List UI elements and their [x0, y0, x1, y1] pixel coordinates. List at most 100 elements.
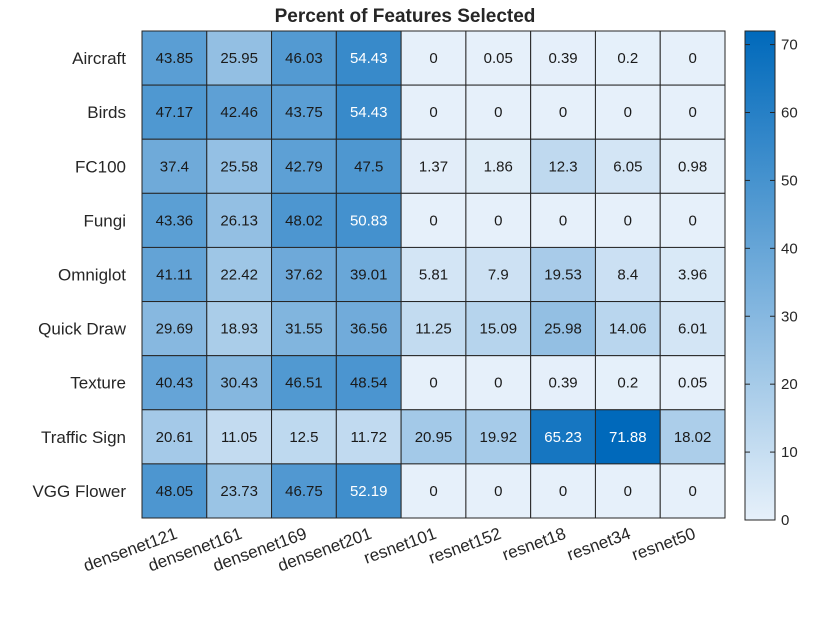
colorbar-tick-label: 20 — [781, 376, 798, 393]
heatmap-cell — [335, 409, 402, 465]
heatmap-cells: 43.85 25.95 46.03 54.43 0 0.05 0.39 0.2 0 47.17 42… — [141, 30, 726, 519]
heatmap-cell — [141, 138, 208, 194]
cell-value-label: 5.81 — [419, 267, 448, 284]
heatmap-cell — [271, 138, 337, 194]
heatmap-cell — [335, 192, 402, 248]
cell-value-label: 0 — [688, 212, 696, 229]
cell-value-label: 37.4 — [160, 158, 189, 175]
heatmap-cell — [465, 301, 532, 357]
cell-value-label: 1.86 — [484, 158, 513, 175]
cell-value-label: 30.43 — [220, 375, 258, 392]
cell-value-label: 0.2 — [617, 375, 638, 392]
cell-value-label: 0 — [494, 375, 502, 392]
heatmap-cell — [141, 246, 208, 303]
cell-value-label: 0.98 — [678, 158, 707, 175]
heatmap-cell — [335, 463, 402, 519]
heatmap-cell — [465, 246, 532, 303]
row-label: FC100 — [75, 157, 126, 176]
row-label: Quick Draw — [38, 320, 127, 339]
cell-value-label: 48.02 — [285, 212, 323, 229]
heatmap-cell — [465, 463, 532, 519]
colorbar-tick-label: 40 — [781, 240, 798, 257]
cell-value-label: 0.39 — [548, 50, 577, 67]
cell-value-label: 0 — [494, 212, 502, 229]
heatmap-cell — [271, 246, 337, 303]
cell-value-label: 0 — [688, 50, 696, 67]
heatmap-cell — [530, 355, 596, 411]
heatmap-cell — [400, 138, 467, 194]
cell-value-label: 0 — [624, 104, 632, 121]
cell-value-label: 25.95 — [220, 50, 258, 67]
cell-value-label: 0 — [429, 483, 437, 500]
cell-value-label: 52.19 — [350, 483, 388, 500]
cell-value-label: 31.55 — [285, 321, 323, 338]
colorbar: 0 10 20 30 40 50 60 70 — [744, 30, 798, 529]
cell-value-label: 46.51 — [285, 375, 323, 392]
heatmap-cell — [659, 409, 726, 465]
cell-value-label: 26.13 — [220, 212, 258, 229]
colorbar-tick-label: 50 — [781, 172, 798, 189]
cell-value-label: 41.11 — [156, 267, 192, 284]
cell-value-label: 18.93 — [220, 321, 258, 338]
cell-value-label: 6.01 — [678, 321, 707, 338]
heatmap-cell — [271, 301, 337, 357]
cell-value-label: 29.69 — [156, 321, 194, 338]
column-label: resnet50 — [629, 524, 698, 564]
cell-value-label: 23.73 — [220, 483, 258, 500]
heatmap-cell — [141, 84, 208, 140]
column-label: resnet152 — [426, 524, 504, 568]
heatmap-cell — [271, 463, 337, 519]
cell-value-label: 42.46 — [220, 104, 258, 121]
heatmap-cell — [659, 138, 726, 194]
heatmap-cell — [659, 246, 726, 303]
cell-value-label: 12.3 — [548, 158, 577, 175]
cell-value-label: 0.05 — [678, 375, 707, 392]
cell-value-label: 12.5 — [289, 429, 318, 446]
cell-value-label: 46.75 — [285, 483, 323, 500]
row-label: Fungi — [83, 211, 126, 230]
cell-value-label: 25.58 — [220, 158, 258, 175]
cell-value-label: 22.42 — [220, 267, 258, 284]
cell-value-label: 0 — [429, 50, 437, 67]
row-label: Traffic Sign — [41, 428, 126, 447]
row-labels: Aircraft Birds FC100 Fungi Omniglot Quick Dra… — [32, 49, 126, 501]
heatmap-cell — [594, 84, 661, 140]
cell-value-label: 46.03 — [285, 50, 323, 67]
heatmap-cell — [271, 84, 337, 140]
cell-value-label: 19.92 — [480, 429, 518, 446]
heatmap-cell — [594, 301, 661, 357]
column-labels: densenet121densenet161densenet169densene… — [81, 524, 698, 575]
heatmap-cell — [141, 192, 208, 248]
cell-value-label: 0 — [624, 212, 632, 229]
column-label: resnet101 — [361, 524, 439, 568]
cell-value-label: 0 — [429, 104, 437, 121]
colorbar-gradient — [744, 30, 776, 521]
heatmap-cell — [530, 138, 596, 194]
colorbar-tick-label: 70 — [781, 37, 798, 54]
row-label: Texture — [70, 374, 126, 393]
cell-value-label: 18.02 — [674, 429, 712, 446]
cell-value-label: 43.36 — [156, 212, 194, 229]
cell-value-label: 0.05 — [484, 50, 513, 67]
heatmap-cell — [530, 463, 596, 519]
cell-value-label: 71.88 — [609, 429, 647, 446]
cell-value-label: 19.53 — [544, 267, 582, 284]
cell-value-label: 0 — [559, 212, 567, 229]
cell-value-label: 0 — [494, 104, 502, 121]
cell-value-label: 20.95 — [415, 429, 453, 446]
cell-value-label: 47.5 — [354, 158, 383, 175]
cell-value-label: 15.09 — [480, 321, 518, 338]
heatmap-cell — [206, 30, 273, 86]
heatmap-cell — [141, 30, 208, 86]
heatmap-cell — [141, 355, 208, 411]
cell-value-label: 54.43 — [350, 50, 388, 67]
heatmap-cell — [335, 301, 402, 357]
heatmap-cell — [659, 84, 726, 140]
heatmap-cell — [141, 301, 208, 357]
cell-value-label: 11.25 — [415, 321, 451, 338]
colorbar-tick-label: 0 — [781, 512, 789, 529]
cell-value-label: 0 — [688, 104, 696, 121]
heatmap-cell — [271, 30, 337, 86]
cell-value-label: 0.2 — [617, 50, 638, 67]
cell-value-label: 50.83 — [350, 212, 388, 229]
